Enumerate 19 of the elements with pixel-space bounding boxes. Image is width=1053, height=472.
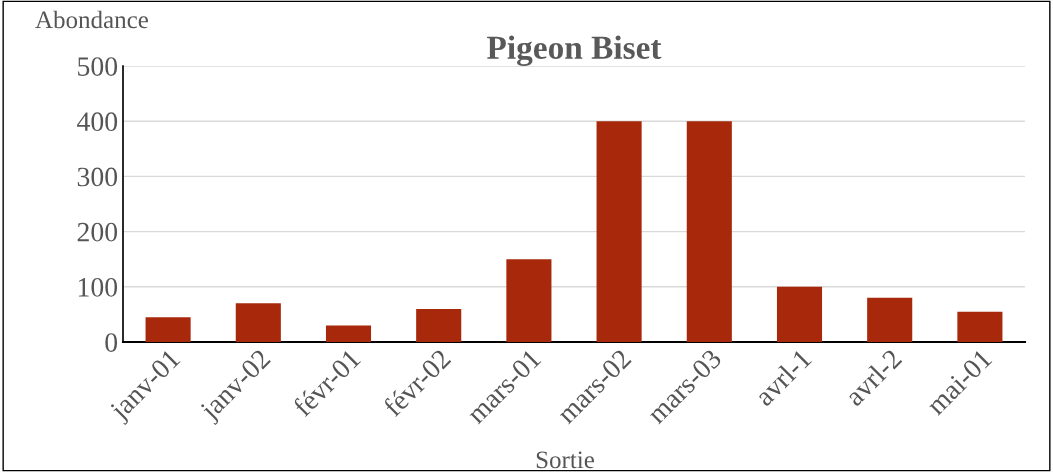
bar (235, 303, 281, 342)
y-tick-label: 0 (105, 333, 118, 352)
y-tick-label: 400 (77, 112, 118, 132)
bar (145, 317, 191, 342)
chart-title: Pigeon Biset (487, 35, 662, 66)
bar (867, 297, 913, 342)
y-tick-label: 300 (77, 167, 118, 187)
bar (957, 311, 1003, 342)
bar (506, 259, 552, 342)
y-tick-label: 100 (78, 277, 118, 297)
bar (686, 121, 732, 342)
bar (776, 286, 823, 342)
y-axis-title: Abondance (35, 10, 148, 29)
bar (325, 325, 372, 342)
y-tick-label: 200 (77, 222, 118, 242)
x-axis-title: Sortie (536, 451, 594, 469)
bar (596, 121, 642, 342)
bar (416, 308, 462, 342)
y-tick-label: 500 (78, 57, 118, 76)
